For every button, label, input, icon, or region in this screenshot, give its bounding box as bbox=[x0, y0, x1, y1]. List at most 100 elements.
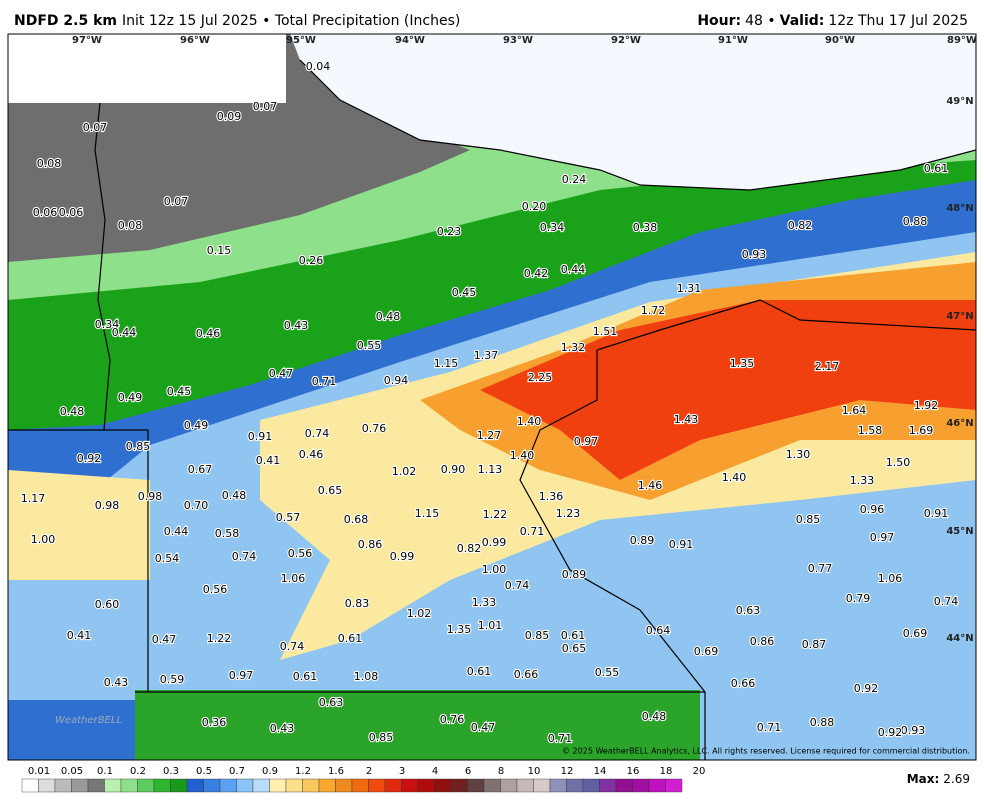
precip-label: 0.98 bbox=[138, 490, 163, 503]
precip-label: 0.94 bbox=[384, 374, 409, 387]
latitude-label: 48°N bbox=[946, 203, 973, 214]
precip-label: 0.70 bbox=[184, 499, 209, 512]
legend-swatch bbox=[38, 778, 56, 793]
precip-label: 0.55 bbox=[595, 666, 620, 679]
precip-label: 0.97 bbox=[870, 531, 895, 544]
precip-label: 0.07 bbox=[253, 100, 278, 113]
longitude-label: 93°W bbox=[503, 35, 533, 46]
legend-swatch bbox=[648, 778, 666, 793]
legend-swatch bbox=[467, 778, 485, 793]
precip-label: 0.65 bbox=[318, 484, 343, 497]
legend-swatch bbox=[401, 778, 419, 793]
precip-label: 1.23 bbox=[556, 507, 581, 520]
precip-label: 0.54 bbox=[155, 552, 180, 565]
precip-label: 0.71 bbox=[548, 732, 573, 745]
latitude-label: 44°N bbox=[946, 633, 973, 644]
precip-label: 0.74 bbox=[232, 550, 257, 563]
precip-label: 0.87 bbox=[802, 638, 827, 651]
precip-label: 0.67 bbox=[188, 463, 213, 476]
legend-swatch bbox=[500, 778, 518, 793]
precip-label: 0.48 bbox=[642, 710, 667, 723]
precip-label: 0.83 bbox=[345, 597, 370, 610]
legend-swatch bbox=[269, 778, 287, 793]
precip-label: 0.42 bbox=[524, 267, 549, 280]
precip-label: 0.44 bbox=[164, 525, 189, 538]
header: NDFD 2.5 km Init 12z 15 Jul 2025 • Total … bbox=[14, 13, 460, 29]
precip-label: 0.47 bbox=[152, 633, 177, 646]
precip-label: 1.40 bbox=[722, 471, 747, 484]
precip-label: 1.35 bbox=[447, 623, 472, 636]
legend-swatch bbox=[87, 778, 105, 793]
precip-label: 0.71 bbox=[312, 375, 337, 388]
precip-label: 0.86 bbox=[750, 635, 775, 648]
precip-label: 0.58 bbox=[215, 527, 240, 540]
legend-swatch bbox=[335, 778, 353, 793]
precip-label: 0.41 bbox=[67, 629, 92, 642]
legend-swatch bbox=[549, 778, 567, 793]
precip-label: 0.44 bbox=[561, 263, 586, 276]
precip-label: 0.65 bbox=[562, 642, 587, 655]
precip-label: 0.48 bbox=[60, 405, 85, 418]
legend-swatch bbox=[368, 778, 386, 793]
precip-label: 0.69 bbox=[694, 645, 719, 658]
precip-label: 0.23 bbox=[437, 225, 462, 238]
precip-label: 0.79 bbox=[846, 592, 871, 605]
precip-label: 1.13 bbox=[478, 463, 503, 476]
precip-label: 1.40 bbox=[510, 449, 535, 462]
latitude-label: 49°N bbox=[946, 96, 973, 107]
precip-label: 1.33 bbox=[850, 474, 875, 487]
legend-label: 18 bbox=[660, 766, 673, 777]
legend-label: 0.01 bbox=[28, 766, 50, 777]
precip-label: 1.02 bbox=[392, 465, 417, 478]
precip-label: 0.43 bbox=[104, 676, 129, 689]
precip-label: 0.61 bbox=[467, 665, 492, 678]
legend-label: 6 bbox=[465, 766, 471, 777]
valid: 12z Thu 17 Jul 2025 bbox=[828, 13, 968, 29]
precip-label: 0.26 bbox=[299, 254, 324, 267]
precip-label: 1.35 bbox=[730, 357, 755, 370]
precip-label: 0.89 bbox=[562, 568, 587, 581]
precip-label: 0.66 bbox=[514, 668, 539, 681]
legend-swatch bbox=[615, 778, 633, 793]
precip-label: 0.82 bbox=[788, 219, 813, 232]
legend-swatch bbox=[170, 778, 188, 793]
precip-label: 0.08 bbox=[118, 219, 143, 232]
precip-label: 1.15 bbox=[434, 357, 459, 370]
precip-label: 1.46 bbox=[638, 479, 663, 492]
legend-swatch bbox=[137, 778, 155, 793]
precip-label: 0.96 bbox=[860, 503, 885, 516]
legend-swatch bbox=[632, 778, 650, 793]
legend-swatch bbox=[665, 778, 683, 793]
precip-label: 0.71 bbox=[757, 721, 782, 734]
precip-label: 0.46 bbox=[196, 327, 221, 340]
longitude-label: 90°W bbox=[825, 35, 855, 46]
precip-label: 0.66 bbox=[731, 677, 756, 690]
map-frame bbox=[7, 33, 977, 761]
legend-label: 0.9 bbox=[262, 766, 278, 777]
precip-label: 0.91 bbox=[248, 430, 273, 443]
hour-label: Hour: bbox=[697, 13, 741, 29]
precip-label: 0.57 bbox=[276, 511, 301, 524]
precip-label: 0.74 bbox=[280, 640, 305, 653]
max: Max: 2.69 bbox=[907, 772, 970, 786]
precip-label: 0.76 bbox=[362, 422, 387, 435]
precip-label: 0.98 bbox=[95, 499, 120, 512]
precip-label: 2.25 bbox=[528, 371, 553, 384]
precip-label: 1.58 bbox=[858, 424, 883, 437]
precip-label: 0.61 bbox=[338, 632, 363, 645]
longitude-label: 96°W bbox=[180, 35, 210, 46]
legend-swatch bbox=[450, 778, 468, 793]
max-label: Max: bbox=[907, 772, 940, 786]
legend-label: 1.2 bbox=[295, 766, 311, 777]
logo: WeatherBELL bbox=[55, 715, 122, 726]
legend-swatch bbox=[252, 778, 270, 793]
precip-label: 0.49 bbox=[118, 391, 143, 404]
legend-swatch bbox=[104, 778, 122, 793]
precip-label: 0.91 bbox=[669, 538, 694, 551]
legend-swatch bbox=[219, 778, 237, 793]
legend-swatch bbox=[21, 778, 39, 793]
precip-label: 0.61 bbox=[924, 162, 949, 175]
precip-label: 1.06 bbox=[878, 572, 903, 585]
legend-swatch bbox=[483, 778, 501, 793]
longitude-label: 91°W bbox=[718, 35, 748, 46]
